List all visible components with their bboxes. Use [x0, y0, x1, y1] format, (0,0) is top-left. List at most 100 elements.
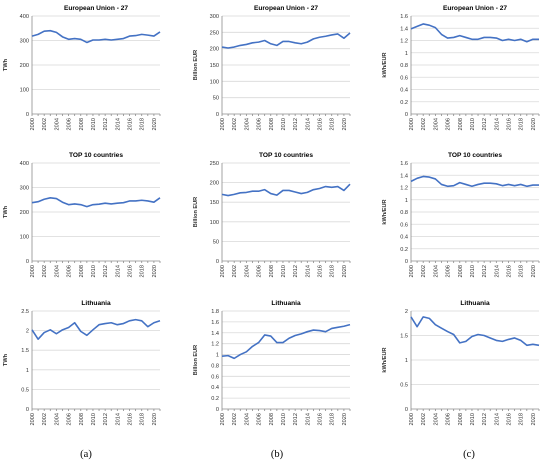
x-tick-label: 2020	[342, 118, 348, 130]
x-tick-label: 2018	[140, 413, 146, 425]
y-tick-label: 1.4	[400, 26, 408, 32]
y-tick-label: 1	[405, 51, 408, 57]
x-tick-label: 2004	[54, 413, 60, 425]
x-tick-label: 2016	[507, 413, 513, 425]
x-tick-label: 2016	[507, 118, 513, 130]
chart-title-lithuania-energy: Lithuania	[81, 300, 111, 307]
y-tick-label: 0.4	[400, 235, 408, 241]
y-tick-label: 250	[210, 30, 219, 36]
y-tick-label: 0.6	[400, 222, 408, 228]
x-tick-label: 2002	[42, 265, 48, 277]
y-axis-label-top10-intensity: kWh/EUR	[382, 199, 388, 224]
y-axis-label-eu27-intensity: kWh/EUR	[382, 52, 388, 77]
y-tick-label: 0.8	[400, 210, 408, 216]
chart-panel-top10-energy: TOP 10 countries TWh 0 100 200 300 400 2000 2002…	[3, 152, 161, 277]
y-tick-label: 1	[405, 358, 408, 364]
y-tick-label: 0.2	[400, 100, 408, 106]
x-tick-label: 2012	[482, 413, 488, 425]
x-tick-label: 2016	[318, 118, 324, 130]
y-tick-label: 150	[210, 200, 219, 206]
x-tick-label: 2008	[269, 265, 275, 277]
x-tick-label: 2020	[152, 413, 158, 425]
x-tick-label: 2016	[128, 118, 134, 130]
y-tick-label: 300	[20, 39, 29, 45]
y-tick-label: 2	[405, 309, 408, 315]
chart-panel-eu27-intensity: European Union - 27 kWh/EUR 0 0.2 0.4 0.6 0.8 1…	[382, 5, 540, 130]
series-line-eu27-energy	[31, 29, 161, 44]
y-tick-label: 100	[210, 220, 219, 226]
x-tick-label: 2014	[115, 413, 121, 425]
y-axis-label-lithuania-intensity: kWh/EUR	[382, 347, 388, 372]
x-tick-label: 2002	[232, 413, 238, 425]
x-tick-label: 2008	[79, 413, 85, 425]
chart-title-top10-value: TOP 10 countries	[259, 152, 313, 159]
x-tick-label: 2000	[220, 118, 226, 130]
x-tick-label: 2004	[244, 265, 250, 277]
y-axis-label-top10-energy: TWh	[3, 205, 9, 218]
series-line-eu27-intensity	[410, 23, 539, 43]
y-tick-label: 0.2	[211, 396, 219, 402]
x-tick-label: 2000	[30, 118, 36, 130]
x-tick-label: 2012	[293, 118, 299, 130]
y-tick-label: 0.5	[400, 383, 408, 389]
x-tick-label: 2016	[128, 265, 134, 277]
x-tick-label: 2012	[482, 265, 488, 277]
y-tick-label: 0.6	[211, 374, 219, 380]
x-tick-label: 2006	[257, 265, 263, 277]
chart-panel-lithuania-energy: Lithuania TWh 0 0.5 1 1.5 2 2.5 2000 2002 2004 2006…	[3, 300, 161, 425]
x-tick-label: 2010	[281, 413, 287, 425]
x-tick-label: 2014	[115, 265, 121, 277]
x-tick-label: 2000	[409, 265, 415, 277]
y-tick-label: 0.2	[400, 247, 408, 253]
x-tick-label: 2016	[318, 413, 324, 425]
y-tick-label: 150	[210, 63, 219, 69]
x-tick-label: 2018	[330, 413, 336, 425]
x-tick-label: 2008	[458, 118, 464, 130]
y-tick-label: 0.5	[21, 387, 29, 393]
x-tick-label: 2002	[42, 118, 48, 130]
y-tick-label: 300	[210, 14, 219, 20]
y-axis-label-eu27-energy: TWh	[3, 58, 9, 71]
x-tick-label: 2000	[220, 413, 226, 425]
y-axis-label-lithuania-energy: TWh	[3, 353, 9, 366]
x-tick-label: 2000	[220, 265, 226, 277]
chart-title-lithuania-value: Lithuania	[271, 300, 301, 307]
x-tick-label: 2016	[507, 265, 513, 277]
x-tick-label: 2000	[409, 118, 415, 130]
y-tick-label: 0.8	[400, 63, 408, 69]
y-tick-label: 0	[26, 407, 29, 413]
x-tick-label: 2008	[458, 413, 464, 425]
y-tick-label: 0.6	[400, 75, 408, 81]
x-tick-label: 2006	[446, 413, 452, 425]
y-tick-label: 1.5	[400, 334, 408, 340]
x-tick-label: 2012	[293, 265, 299, 277]
x-tick-label: 2004	[244, 413, 250, 425]
x-tick-label: 2004	[433, 413, 439, 425]
y-tick-label: 1.5	[21, 348, 29, 354]
y-tick-label: 2.5	[21, 309, 29, 315]
x-tick-label: 2004	[244, 118, 250, 130]
chart-panel-lithuania-intensity: Lithuania kWh/EUR 0 0.5 1 1.5 2 2000 2002 2004 200…	[382, 300, 540, 425]
x-tick-label: 2012	[103, 413, 109, 425]
subfigure-label-b: (b)	[271, 449, 284, 460]
series-line-eu27-value	[221, 32, 351, 49]
x-tick-label: 2014	[494, 413, 500, 425]
x-tick-label: 2020	[531, 413, 537, 425]
y-tick-label: 250	[210, 161, 219, 167]
x-tick-label: 2012	[293, 413, 299, 425]
x-tick-label: 2002	[421, 118, 427, 130]
x-tick-label: 2018	[519, 413, 525, 425]
x-tick-label: 2018	[519, 265, 525, 277]
y-tick-label: 0.4	[400, 88, 408, 94]
x-tick-label: 2020	[531, 118, 537, 130]
chart-title-eu27-value: European Union - 27	[254, 5, 318, 12]
y-tick-label: 0.4	[211, 385, 219, 391]
subfigure-label-a: (a)	[80, 449, 92, 460]
x-tick-label: 2008	[458, 265, 464, 277]
x-tick-label: 2006	[67, 265, 73, 277]
y-tick-label: 1.6	[400, 161, 408, 167]
y-tick-label: 0	[26, 259, 29, 265]
x-tick-label: 2012	[103, 265, 109, 277]
